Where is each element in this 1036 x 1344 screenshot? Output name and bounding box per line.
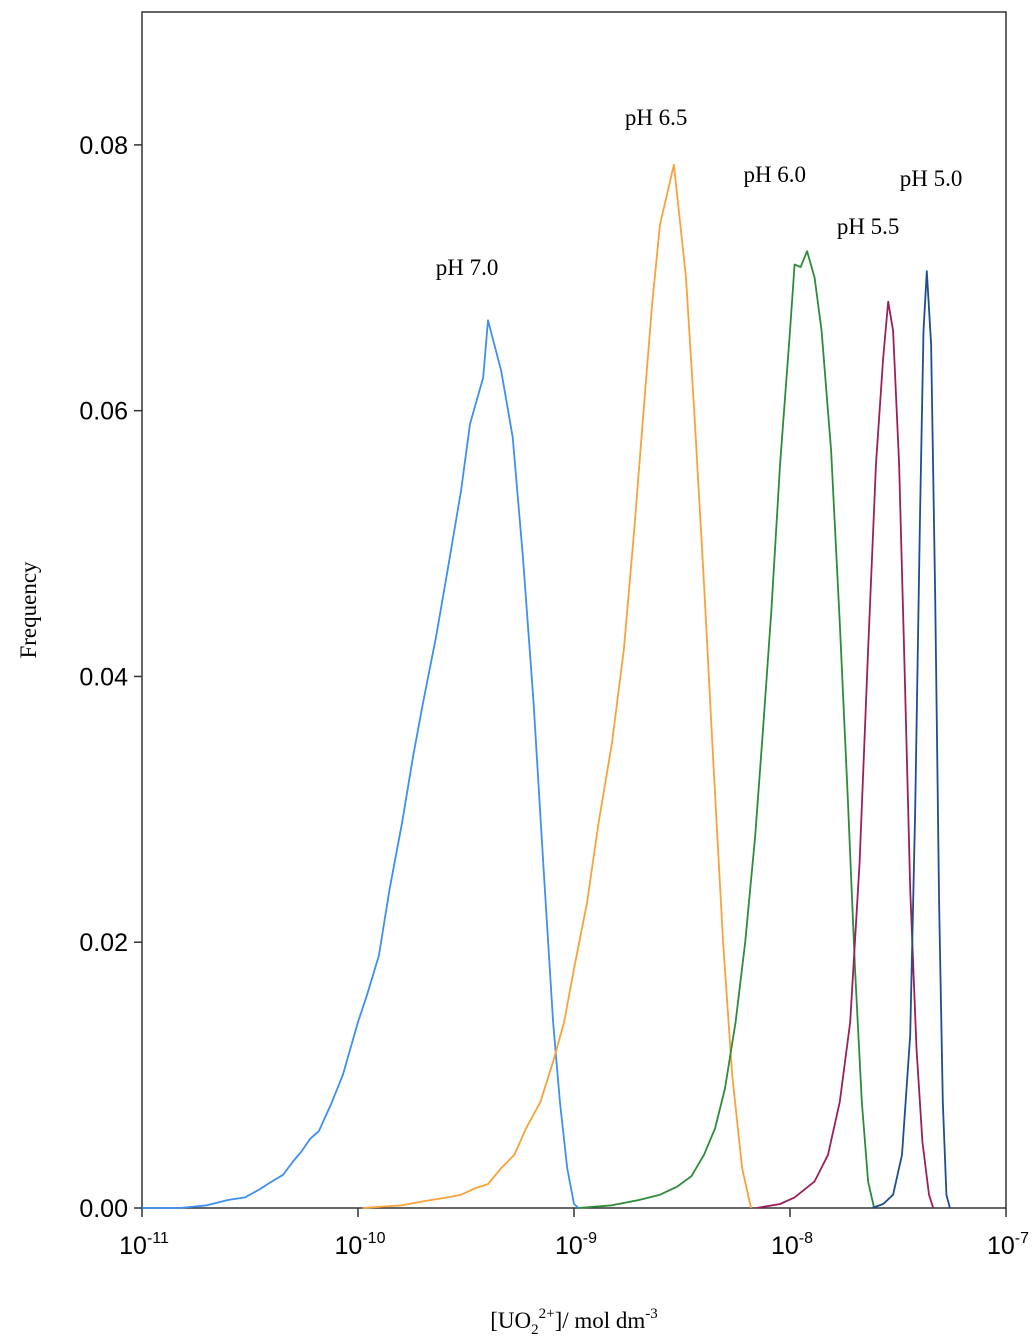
x-tick-label: 10-10 [335,1230,386,1260]
series-line-ph-5-5 [756,300,935,1209]
y-tick-label: 0.08 [79,132,128,160]
annotation-group: pH 7.0 pH 6.5 pH 6.0 pH 5.5pH 5.0 [436,105,963,280]
series-label: pH 5.0 [900,166,963,191]
x-tick-label: 10-11 [119,1230,169,1260]
series-label: pH 5.5 [837,214,900,239]
y-tick-label: 0.00 [79,1195,128,1223]
series-line-ph-5-0 [871,270,951,1209]
series-label: pH 7.0 [436,255,499,280]
series-group [142,163,951,1209]
x-tick-label: 10-7 [987,1230,1029,1260]
series-label: pH 6.0 [743,162,806,187]
y-axis: 0.00 0.02 0.04 0.06 0.08 [79,132,142,1223]
y-tick-label: 0.02 [79,929,128,957]
y-axis-title: Frequency [16,561,41,659]
x-tick-label: 10-9 [555,1230,597,1260]
series-label: pH 6.5 [625,105,688,130]
x-axis: 10-11 10-10 10-9 10-8 10-7 [119,1208,1029,1260]
plot-area-frame [141,11,1007,1209]
y-tick-label: 0.04 [79,663,128,691]
series-line-ph-6-5 [362,163,752,1209]
y-tick-label: 0.06 [79,398,128,426]
series-line-ph-7-0 [142,319,580,1209]
x-tick-label: 10-8 [771,1230,813,1260]
series-line-ph-6-0 [578,250,875,1209]
x-axis-title: [UO22+]/ mol dm-3 [490,1306,658,1338]
